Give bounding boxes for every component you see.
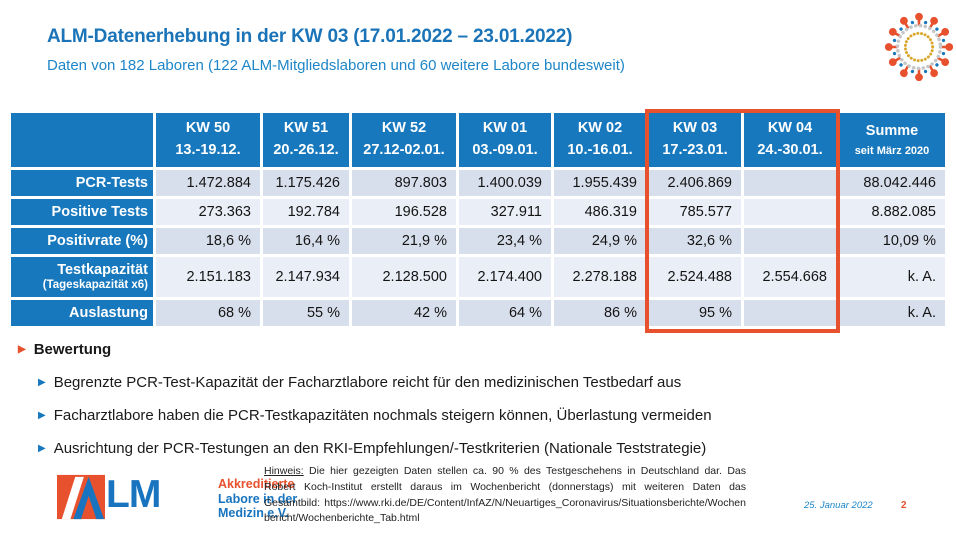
- alm-logo-text: Akkreditierte Labore in der Medizin e.V.: [218, 477, 297, 521]
- bewertung-bullet-2: ▶ Facharztlabore haben die PCR-Testkapazi…: [38, 407, 712, 424]
- column-header-kw-50: KW 50 13.-19.12.: [156, 113, 260, 167]
- column-header-kw-02: KW 02 10.-16.01.: [554, 113, 646, 167]
- table-cell: 95 %: [649, 300, 741, 326]
- table-cell: 8.882.085: [839, 199, 945, 225]
- bewertung-heading-label: Bewertung: [33, 341, 112, 358]
- bullet-arrow-icon: ▶: [38, 410, 46, 421]
- column-header-kw-04: KW 04 24.-30.01.: [744, 113, 836, 167]
- page-number: 2: [901, 500, 907, 511]
- logo-line-1: Akkreditierte: [218, 477, 295, 491]
- table-cell: [744, 170, 836, 196]
- table-cell: k. A.: [839, 257, 945, 297]
- table-cell: 2.174.400: [459, 257, 551, 297]
- table-cell: 86 %: [554, 300, 646, 326]
- table-cell: 2.524.488: [649, 257, 741, 297]
- page-title: ALM-Datenerhebung in der KW 03 (17.01.20…: [47, 26, 573, 47]
- alm-logo-icon: [57, 474, 105, 520]
- table-cell: [744, 199, 836, 225]
- column-header-kw-01: KW 01 03.-09.01.: [459, 113, 551, 167]
- table-cell: 1.472.884: [156, 170, 260, 196]
- table-cell: 196.528: [352, 199, 456, 225]
- table-cell: [744, 300, 836, 326]
- table-cell: 24,9 %: [554, 228, 646, 254]
- slide-date: 25. Januar 2022: [804, 500, 873, 511]
- column-header-summe: Summe seit März 2020: [839, 113, 945, 167]
- table-cell: 785.577: [649, 199, 741, 225]
- footnote-label: Hinweis:: [264, 465, 304, 477]
- table-cell: 1.955.439: [554, 170, 646, 196]
- logo-line-3: Medizin e.V.: [218, 506, 289, 520]
- bullet-arrow-icon: ▶: [18, 344, 26, 355]
- table-cell: 32,6 %: [649, 228, 741, 254]
- table-cell: 68 %: [156, 300, 260, 326]
- table-cell: 327.911: [459, 199, 551, 225]
- bewertung-bullet-3: ▶ Ausrichtung der PCR-Testungen an den RK…: [38, 440, 706, 457]
- row-label: Positivrate (%): [11, 228, 153, 254]
- row-label: PCR-Tests: [11, 170, 153, 196]
- table-cell: 55 %: [263, 300, 349, 326]
- footnote-text: Die hier gezeigten Daten stellen ca. 90 …: [264, 465, 746, 509]
- bullet-arrow-icon: ▶: [38, 443, 46, 454]
- bullet-text: Begrenzte PCR-Test-Kapazität der Facharz…: [53, 374, 682, 391]
- alm-logo-letters: LM: [106, 473, 161, 516]
- bullet-arrow-icon: ▶: [38, 377, 46, 388]
- footnote: Hinweis: Die hier gezeigten Daten stelle…: [264, 464, 746, 527]
- table-cell: 18,6 %: [156, 228, 260, 254]
- row-label: Testkapazität (Tageskapazität x6): [11, 257, 153, 297]
- column-header-kw-52: KW 52 27.12-02.01.: [352, 113, 456, 167]
- table-cell: [744, 228, 836, 254]
- row-label: Positive Tests: [11, 199, 153, 225]
- table-cell: 897.803: [352, 170, 456, 196]
- table-cell: 1.400.039: [459, 170, 551, 196]
- table-cell: 2.147.934: [263, 257, 349, 297]
- table-cell: 192.784: [263, 199, 349, 225]
- table-cell: 486.319: [554, 199, 646, 225]
- table-cell: 273.363: [156, 199, 260, 225]
- data-table: KW 50 13.-19.12. KW 51 20.-26.12. KW 52 27.12…: [8, 110, 948, 329]
- table-cell: 21,9 %: [352, 228, 456, 254]
- table-cell: 64 %: [459, 300, 551, 326]
- column-header-kw-51: KW 51 20.-26.12.: [263, 113, 349, 167]
- footnote-url: https://www.rki.de/DE/Content/InfAZ/N/Ne…: [264, 496, 746, 525]
- table-corner-cell: [11, 113, 153, 167]
- table-cell: 23,4 %: [459, 228, 551, 254]
- bewertung-heading: ▶ Bewertung: [18, 341, 111, 358]
- page-subtitle: Daten von 182 Laboren (122 ALM-Mitglieds…: [47, 57, 625, 74]
- table-cell: 10,09 %: [839, 228, 945, 254]
- table-cell: 2.406.869: [649, 170, 741, 196]
- table-cell: 2.128.500: [352, 257, 456, 297]
- table-cell: 42 %: [352, 300, 456, 326]
- bullet-text: Ausrichtung der PCR-Testungen an den RKI…: [53, 440, 707, 457]
- table-cell: 16,4 %: [263, 228, 349, 254]
- table-cell: 2.554.668: [744, 257, 836, 297]
- logo-line-2: Labore in der: [218, 491, 298, 506]
- table-cell: k. A.: [839, 300, 945, 326]
- bewertung-bullet-1: ▶ Begrenzte PCR-Test-Kapazität der Fachar…: [38, 374, 681, 391]
- column-header-kw-03: KW 03 17.-23.01.: [649, 113, 741, 167]
- bullet-text: Facharztlabore haben die PCR-Testkapazit…: [53, 407, 712, 424]
- table-cell: 2.151.183: [156, 257, 260, 297]
- row-label: Auslastung: [11, 300, 153, 326]
- table-cell: 2.278.188: [554, 257, 646, 297]
- table-cell: 88.042.446: [839, 170, 945, 196]
- table-cell: 1.175.426: [263, 170, 349, 196]
- coronavirus-icon: [884, 12, 954, 82]
